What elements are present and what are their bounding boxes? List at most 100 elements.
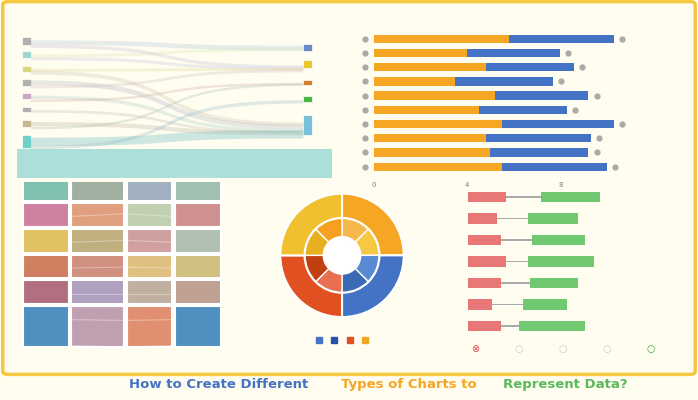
Bar	[22, 79, 31, 86]
Text: Types of Charts to: Types of Charts to	[341, 378, 481, 391]
Bar	[373, 35, 509, 43]
Bar	[23, 177, 69, 201]
Bar	[532, 235, 585, 245]
Bar	[486, 63, 574, 71]
Bar	[71, 177, 124, 201]
Bar	[126, 306, 172, 347]
Bar	[502, 120, 614, 128]
Polygon shape	[31, 96, 303, 132]
Text: ⊗: ⊗	[470, 344, 479, 354]
Wedge shape	[355, 255, 379, 282]
Bar	[23, 254, 69, 278]
Bar	[71, 306, 124, 347]
Bar	[17, 149, 332, 178]
Polygon shape	[31, 68, 303, 72]
Bar	[303, 60, 312, 68]
Bar	[22, 107, 31, 112]
Bar	[468, 321, 501, 331]
Bar	[22, 37, 31, 45]
Text: ○: ○	[558, 344, 567, 354]
Bar	[126, 229, 172, 252]
Bar	[303, 115, 312, 135]
Bar	[505, 261, 528, 262]
Wedge shape	[305, 229, 329, 255]
Polygon shape	[31, 122, 303, 136]
Text: ○: ○	[514, 344, 523, 354]
Text: 8: 8	[558, 182, 563, 188]
Bar	[495, 92, 588, 100]
Bar	[524, 299, 567, 310]
Polygon shape	[31, 84, 303, 129]
Bar	[467, 49, 560, 57]
Bar	[509, 35, 614, 43]
Bar	[373, 106, 479, 114]
Bar	[502, 162, 607, 171]
Bar	[373, 92, 495, 100]
Bar	[373, 63, 486, 71]
Bar	[22, 120, 31, 127]
Bar	[373, 77, 455, 86]
Text: 4: 4	[465, 182, 469, 188]
Bar	[468, 213, 497, 224]
Polygon shape	[31, 80, 303, 129]
Bar	[22, 93, 31, 99]
Wedge shape	[281, 255, 342, 317]
Wedge shape	[342, 218, 368, 242]
Bar	[303, 96, 312, 102]
Text: 0: 0	[371, 182, 376, 188]
Polygon shape	[31, 130, 303, 146]
Polygon shape	[31, 48, 303, 57]
Bar	[492, 304, 524, 305]
Bar	[175, 203, 221, 227]
Bar	[373, 49, 467, 57]
Bar	[303, 44, 312, 51]
Polygon shape	[31, 57, 303, 70]
Bar	[126, 254, 172, 278]
Text: Represent Data?: Represent Data?	[503, 378, 628, 391]
Bar	[23, 306, 69, 347]
Wedge shape	[316, 218, 342, 242]
Bar	[175, 280, 221, 304]
Bar	[71, 229, 124, 252]
Wedge shape	[355, 229, 379, 255]
Circle shape	[324, 237, 360, 274]
Bar	[468, 192, 505, 202]
Bar	[479, 106, 567, 114]
Bar	[175, 254, 221, 278]
Bar	[175, 177, 221, 201]
Bar	[22, 52, 31, 58]
Bar	[468, 256, 505, 267]
Bar	[486, 134, 591, 142]
Bar	[455, 77, 554, 86]
Bar	[373, 120, 502, 128]
Bar	[528, 256, 593, 267]
Bar	[501, 325, 519, 327]
Bar	[468, 278, 501, 288]
Polygon shape	[31, 40, 303, 50]
Bar	[528, 213, 578, 224]
Bar	[373, 162, 502, 171]
Bar	[373, 148, 490, 156]
Text: How to Create Different: How to Create Different	[129, 378, 313, 391]
Wedge shape	[305, 255, 329, 282]
Wedge shape	[342, 255, 403, 317]
Bar	[22, 66, 31, 72]
Polygon shape	[31, 70, 303, 88]
Bar	[22, 136, 31, 148]
Bar	[71, 280, 124, 304]
Bar	[373, 134, 486, 142]
Bar	[530, 278, 578, 288]
Polygon shape	[31, 110, 303, 134]
Text: ○: ○	[646, 344, 655, 354]
Polygon shape	[31, 83, 303, 102]
Bar	[505, 196, 541, 198]
Polygon shape	[31, 71, 303, 126]
Bar	[71, 254, 124, 278]
Bar	[23, 203, 69, 227]
Bar	[541, 192, 600, 202]
Bar	[175, 229, 221, 252]
Bar	[519, 321, 585, 331]
Bar	[23, 280, 69, 304]
Bar	[497, 218, 528, 219]
Bar	[303, 80, 312, 85]
